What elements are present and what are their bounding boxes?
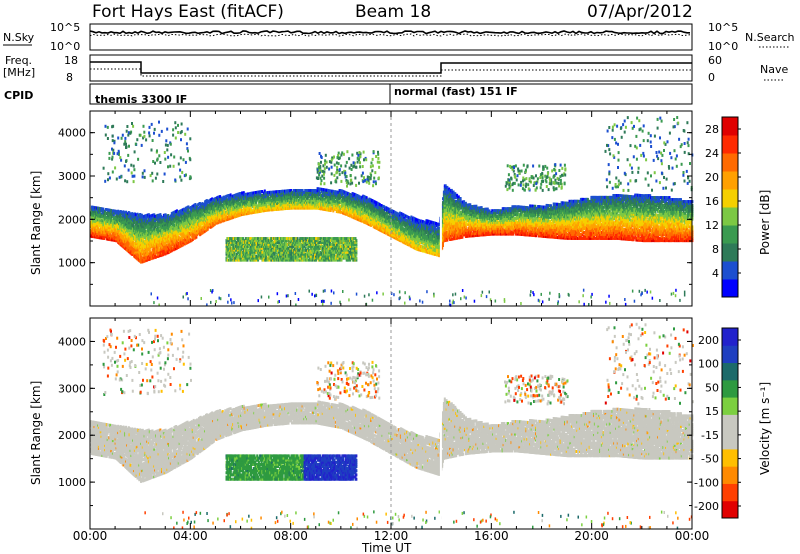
nave-tick-bottom: 0 <box>708 71 715 84</box>
nave-label: Nave <box>760 63 788 76</box>
noise-series <box>90 31 690 36</box>
date-title: 07/Apr/2012 <box>587 2 693 22</box>
nsky-tick-top: 10^5 <box>50 21 80 34</box>
cpid-label: CPID <box>4 89 33 102</box>
cpid-segment-1: themis 3300 IF <box>95 93 187 106</box>
noise-panel: N.Sky 10^5 10^0 10^5 10^0 N.Search <box>3 21 795 53</box>
scatter-cell <box>158 214 160 217</box>
nsearch-series <box>90 34 690 36</box>
nsearch-label: N.Search <box>745 31 795 44</box>
radar-summary-plot: Fort Hays East (fitACF) Beam 18 07/Apr/2… <box>0 0 800 554</box>
cpid-panel: CPID themis 3300 IF normal (fast) 151 IF <box>4 84 692 106</box>
nsearch-tick-top: 10^5 <box>708 21 738 34</box>
scatter-cell <box>130 213 132 216</box>
beam-title: Beam 18 <box>355 2 431 22</box>
freq-series <box>90 62 692 73</box>
station-title: Fort Hays East (fitACF) <box>92 2 284 22</box>
nave-tick-top: 60 <box>708 54 722 67</box>
scatter-cell <box>98 228 100 231</box>
freq-panel: Freq. [MHz] 18 8 60 0 Nave <box>3 54 788 84</box>
scatter-cell <box>137 224 139 227</box>
freq-unit: [MHz] <box>3 66 35 79</box>
scatter-cell <box>187 205 189 208</box>
cpid-segment-2: normal (fast) 151 IF <box>394 85 518 98</box>
scatter-cell <box>340 211 342 214</box>
freq-tick-top: 18 <box>64 54 78 67</box>
scatter-cell <box>125 211 127 214</box>
scatter-cell <box>132 213 134 216</box>
nsky-series <box>90 31 690 34</box>
nsky-tick-bottom: 10^0 <box>50 40 80 53</box>
nsearch-tick-bottom: 10^0 <box>708 40 738 53</box>
power-data <box>90 111 693 307</box>
nsky-label: N.Sky <box>3 31 35 44</box>
freq-tick-bottom: 8 <box>66 71 73 84</box>
